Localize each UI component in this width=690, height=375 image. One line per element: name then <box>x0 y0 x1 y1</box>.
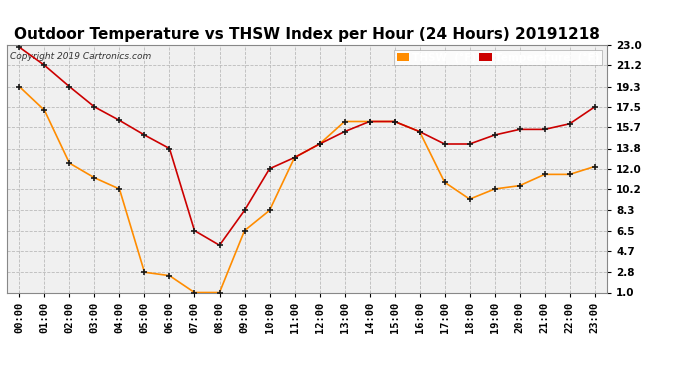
Legend: THSW  (°F), Temperature  (°F): THSW (°F), Temperature (°F) <box>394 50 602 66</box>
Title: Outdoor Temperature vs THSW Index per Hour (24 Hours) 20191218: Outdoor Temperature vs THSW Index per Ho… <box>14 27 600 42</box>
Text: Copyright 2019 Cartronics.com: Copyright 2019 Cartronics.com <box>10 53 151 62</box>
